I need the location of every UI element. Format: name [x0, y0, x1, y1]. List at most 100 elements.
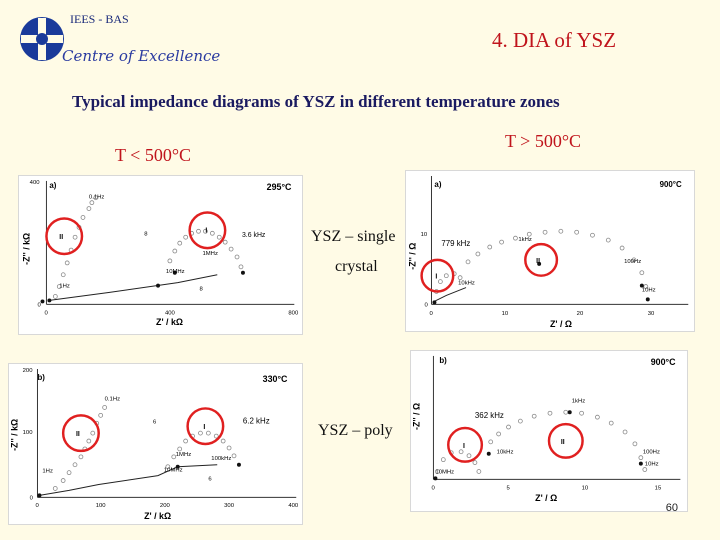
data-marker — [432, 300, 437, 305]
annotation: 1MHz — [176, 452, 191, 458]
region-label-ii: II — [59, 234, 63, 241]
panel-label: b) — [37, 373, 45, 382]
highlight-circle-ii — [547, 422, 584, 459]
fit-line — [434, 287, 467, 302]
data-marker — [433, 476, 438, 481]
data-marker — [37, 493, 42, 498]
data-marker — [236, 462, 241, 467]
annotation: 779 kHz — [441, 239, 470, 248]
region-label-i: I — [463, 443, 465, 450]
temperature-label: 330°C — [263, 374, 288, 384]
data-marker — [172, 270, 177, 275]
zone-low-label: T < 500°C — [115, 145, 192, 165]
panel-label: b) — [439, 356, 447, 365]
y-axis-label: -Z'' / kΩ — [22, 233, 32, 265]
y-tick: 0 — [30, 495, 34, 501]
centre-of-excellence: Centre of Excellence — [62, 47, 221, 65]
highlight-circle-i — [420, 258, 455, 293]
y-tick: 100 — [23, 430, 34, 436]
annotation: 6.2 kHz — [243, 416, 270, 425]
arc-large — [488, 409, 648, 472]
slide-subtitle: Typical impedance diagrams of YSZ in dif… — [72, 92, 560, 111]
region-label-i: I — [205, 227, 207, 234]
plot-900c-single: a) 900°C 10 0 0 10 20 30 Z' / Ω -Z'' / Ω… — [405, 170, 695, 332]
annotation: 6 — [153, 419, 157, 425]
highlight-circle-i — [188, 211, 227, 250]
data-marker — [639, 283, 644, 288]
region-label-i: I — [435, 274, 437, 281]
data-marker — [486, 451, 491, 456]
x-tick: 15 — [655, 485, 662, 491]
y-tick: 200 — [23, 368, 34, 374]
annotation: 0.1Hz — [89, 195, 104, 201]
annotation: 6 — [208, 477, 212, 483]
annotation: 100Hz — [624, 259, 641, 265]
arc-large — [465, 228, 649, 289]
zone-high-label: T > 500°C — [505, 131, 582, 151]
annotation: 10MHz — [166, 269, 185, 275]
data-marker — [537, 261, 542, 266]
annotation: 100Hz — [643, 450, 660, 456]
data-marker — [47, 298, 52, 303]
y-tick: 400 — [30, 180, 41, 186]
x-tick: 0 — [44, 310, 48, 316]
x-tick: 100 — [96, 503, 107, 509]
annotation: 1kHz — [518, 237, 532, 243]
x-tick: 0 — [36, 503, 40, 509]
x-tick: 30 — [648, 311, 655, 317]
annotation: 3.6 kHz — [242, 232, 266, 239]
x-tick: 5 — [507, 485, 511, 491]
axes — [45, 180, 295, 305]
y-tick: 0 — [38, 302, 42, 308]
temperature-label: 900°C — [651, 357, 676, 367]
x-tick: 10 — [502, 311, 509, 317]
plot-900c-poly: b) 900°C 0 5 10 15 Z' / Ω -Z'' / Ω 362 k… — [410, 350, 688, 512]
highlight-circle-i — [186, 407, 225, 446]
ysz-single-label-line2: crystal — [335, 258, 378, 275]
region-label-ii: II — [561, 439, 565, 446]
annotation: 8 — [144, 231, 148, 237]
data-marker — [175, 464, 180, 469]
x-tick: 0 — [431, 485, 435, 491]
x-axis-label: Z' / kΩ — [156, 317, 183, 327]
highlight-circle-ii — [524, 242, 559, 277]
plot-295c: a) 295°C 400 0 0 400 800 Z' / kΩ -Z'' / … — [18, 175, 303, 335]
y-axis-label: -Z'' / kΩ — [10, 419, 20, 451]
x-axis-label: Z' / Ω — [550, 319, 572, 329]
x-tick: 800 — [288, 310, 299, 316]
y-tick: 10 — [421, 232, 428, 238]
region-label-ii: II — [536, 258, 540, 265]
ysz-poly-label: YSZ – poly — [318, 422, 393, 439]
annotation: 1kHz — [572, 398, 586, 404]
region-label-ii: II — [76, 431, 80, 438]
plot-330c: b) 330°C 200 100 0 0 100 200 300 400 Z' … — [8, 363, 303, 525]
iees-logo — [20, 17, 64, 61]
x-tick: 400 — [288, 503, 299, 509]
y-axis-label: -Z'' / Ω — [408, 243, 418, 270]
x-axis-label: Z' / Ω — [535, 493, 557, 503]
x-tick: 0 — [430, 311, 434, 317]
x-tick: 200 — [160, 503, 171, 509]
data-marker — [567, 410, 572, 415]
slide-title: 4. DIA of YSZ — [492, 28, 617, 52]
annotation: 10MHz — [164, 468, 183, 474]
highlight-circle-i — [447, 426, 484, 463]
x-tick: 300 — [224, 503, 235, 509]
arc-large — [52, 405, 108, 491]
annotation: 10kHz — [497, 450, 514, 456]
y-tick: 0 — [425, 302, 429, 308]
highlight-circle-ii — [61, 414, 100, 453]
annotation: 362 kHz — [475, 411, 504, 420]
data-marker — [156, 283, 161, 288]
panel-label: a) — [434, 180, 441, 189]
annotation: 1Hz — [59, 284, 70, 290]
data-marker — [645, 297, 650, 302]
organization-name: IEES - BAS — [70, 12, 129, 26]
y-axis-label: -Z'' / Ω — [412, 403, 422, 430]
panel-label: a) — [49, 181, 56, 190]
temperature-label: 900°C — [660, 180, 682, 189]
data-marker — [240, 270, 245, 275]
annotation: 1MHz — [202, 251, 217, 257]
annotation: 10MHz — [435, 469, 454, 475]
data-marker — [638, 461, 643, 466]
